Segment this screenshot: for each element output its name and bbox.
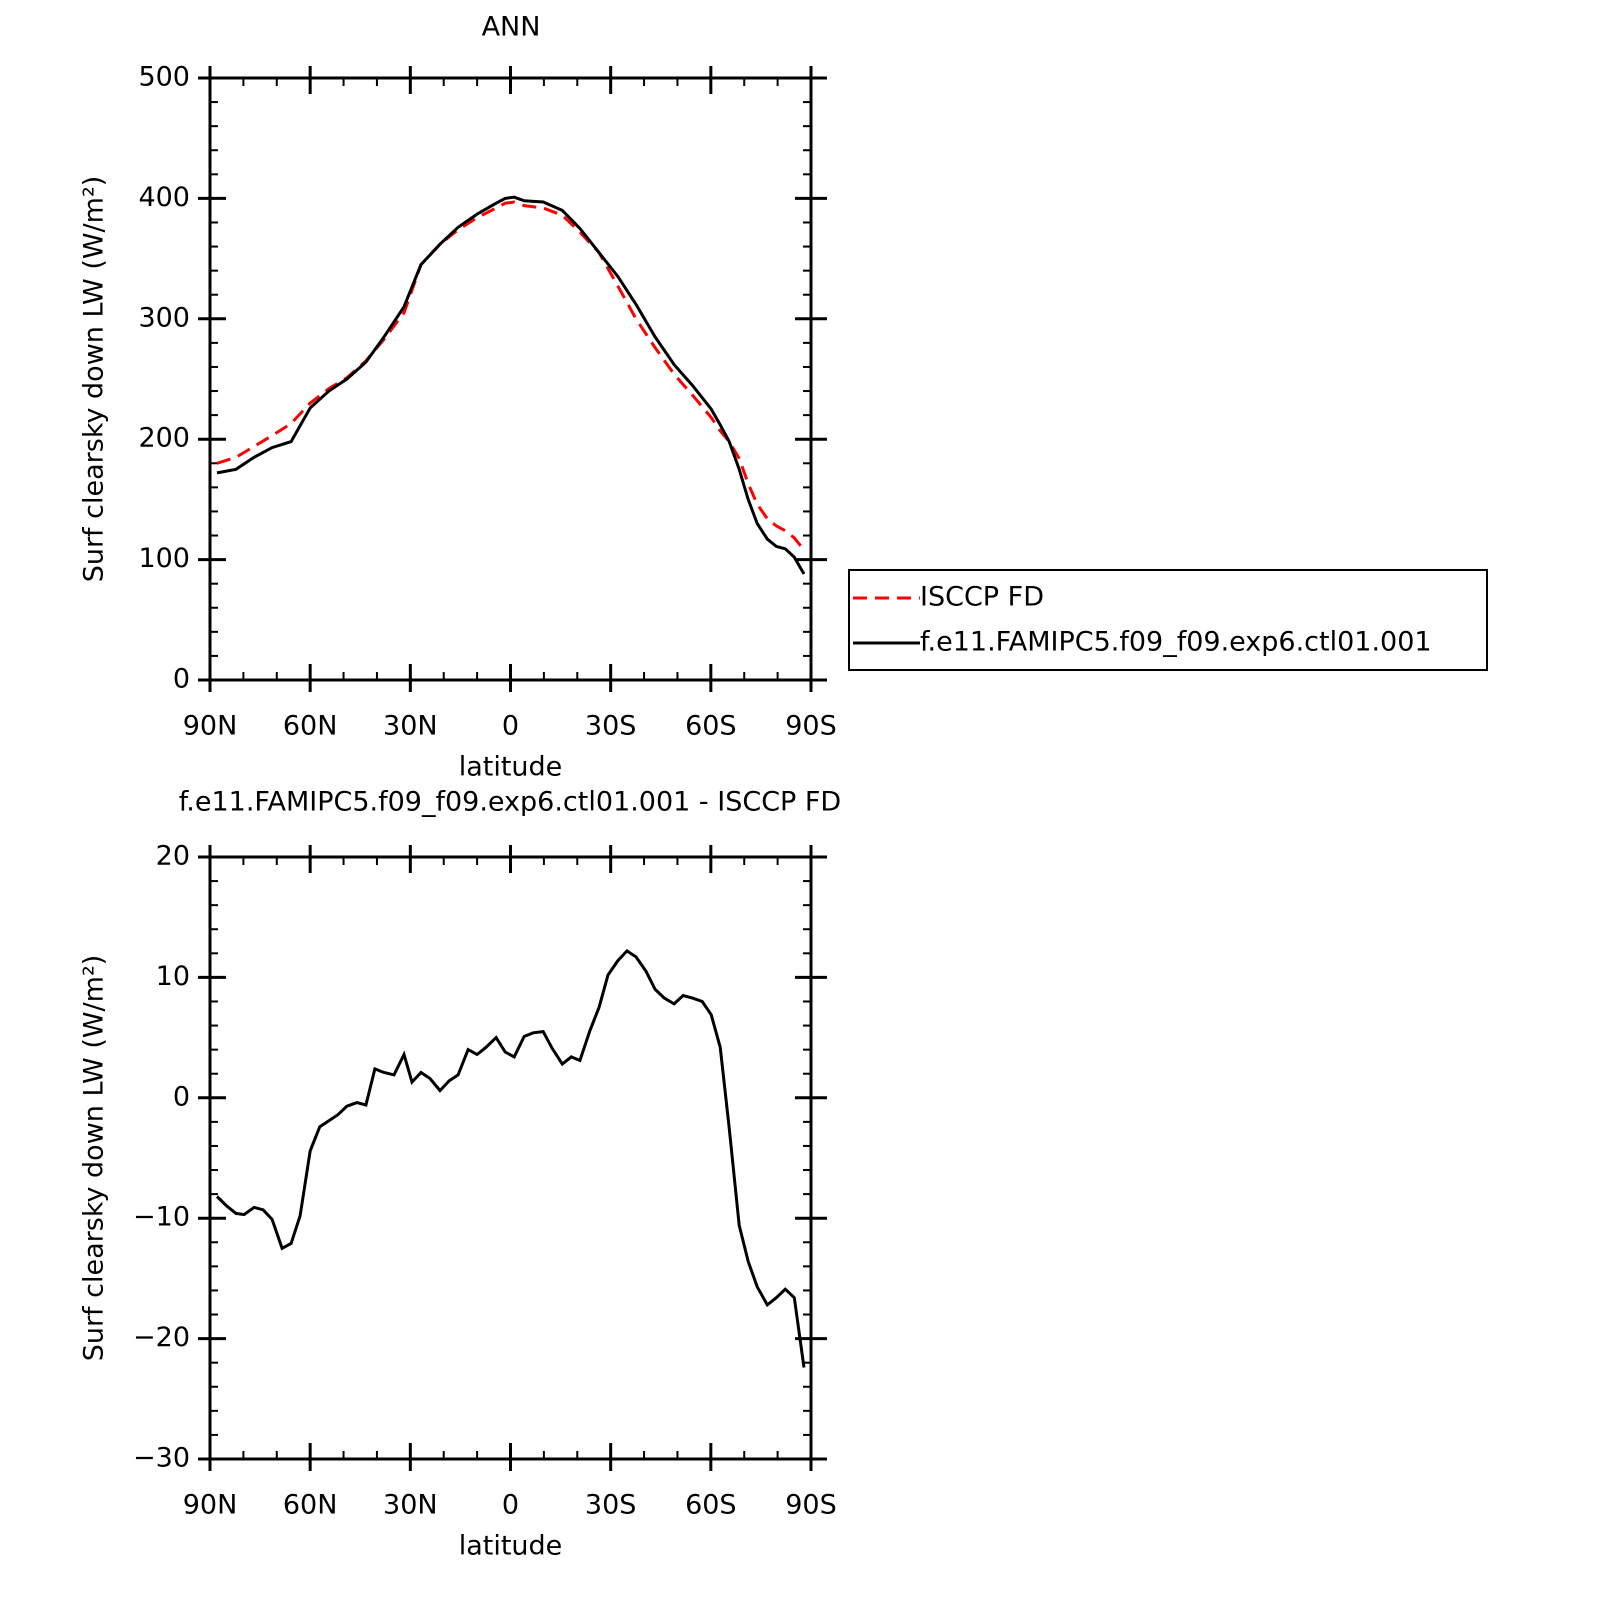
y-tick-label: 10 [156,961,190,992]
data-line [216,200,806,551]
x-axis-label: latitude [459,1531,563,1562]
x-tick-label: 60S [685,711,737,742]
x-tick-label: 90S [785,1490,837,1521]
data-line [216,195,806,575]
legend-label: ISCCP FD [920,582,1044,613]
x-tick-label: 90N [183,711,238,742]
x-tick-label: 30N [383,711,438,742]
data-line [215,948,806,1368]
y-tick-label: −20 [133,1322,190,1353]
y-tick-label: 200 [138,423,190,454]
x-tick-label: 60S [685,1490,737,1521]
y-tick-label: −10 [133,1202,190,1233]
plot-frame [208,855,813,1461]
y-tick-label: −30 [133,1443,190,1474]
x-tick-label: 0 [502,1490,519,1521]
chart-title: ANN [482,12,541,43]
y-tick-label: 0 [173,664,190,695]
x-axis-label: latitude [459,752,563,783]
y-tick-label: 400 [138,182,190,213]
chart-title: f.e11.FAMIPC5.f09_f09.exp6.ctl01.001 - I… [179,787,841,818]
y-tick-label: 100 [138,543,190,574]
legend-label: f.e11.FAMIPC5.f09_f09.exp6.ctl01.001 [920,627,1432,658]
plot-frame [208,76,813,682]
x-tick-label: 30N [383,1490,438,1521]
y-tick-label: 0 [173,1081,190,1112]
legend-box [848,569,1488,671]
x-tick-label: 30S [585,711,637,742]
x-tick-label: 30S [585,1490,637,1521]
y-axis-label: Surf clearsky down LW (W/m²) [79,176,110,583]
x-tick-label: 90N [183,1490,238,1521]
y-tick-label: 500 [138,62,190,93]
x-tick-label: 90S [785,711,837,742]
y-tick-label: 20 [156,841,190,872]
x-tick-label: 60N [283,1490,338,1521]
y-tick-label: 300 [138,302,190,333]
x-tick-label: 60N [283,711,338,742]
x-tick-label: 0 [502,711,519,742]
y-axis-label: Surf clearsky down LW (W/m²) [79,955,110,1362]
